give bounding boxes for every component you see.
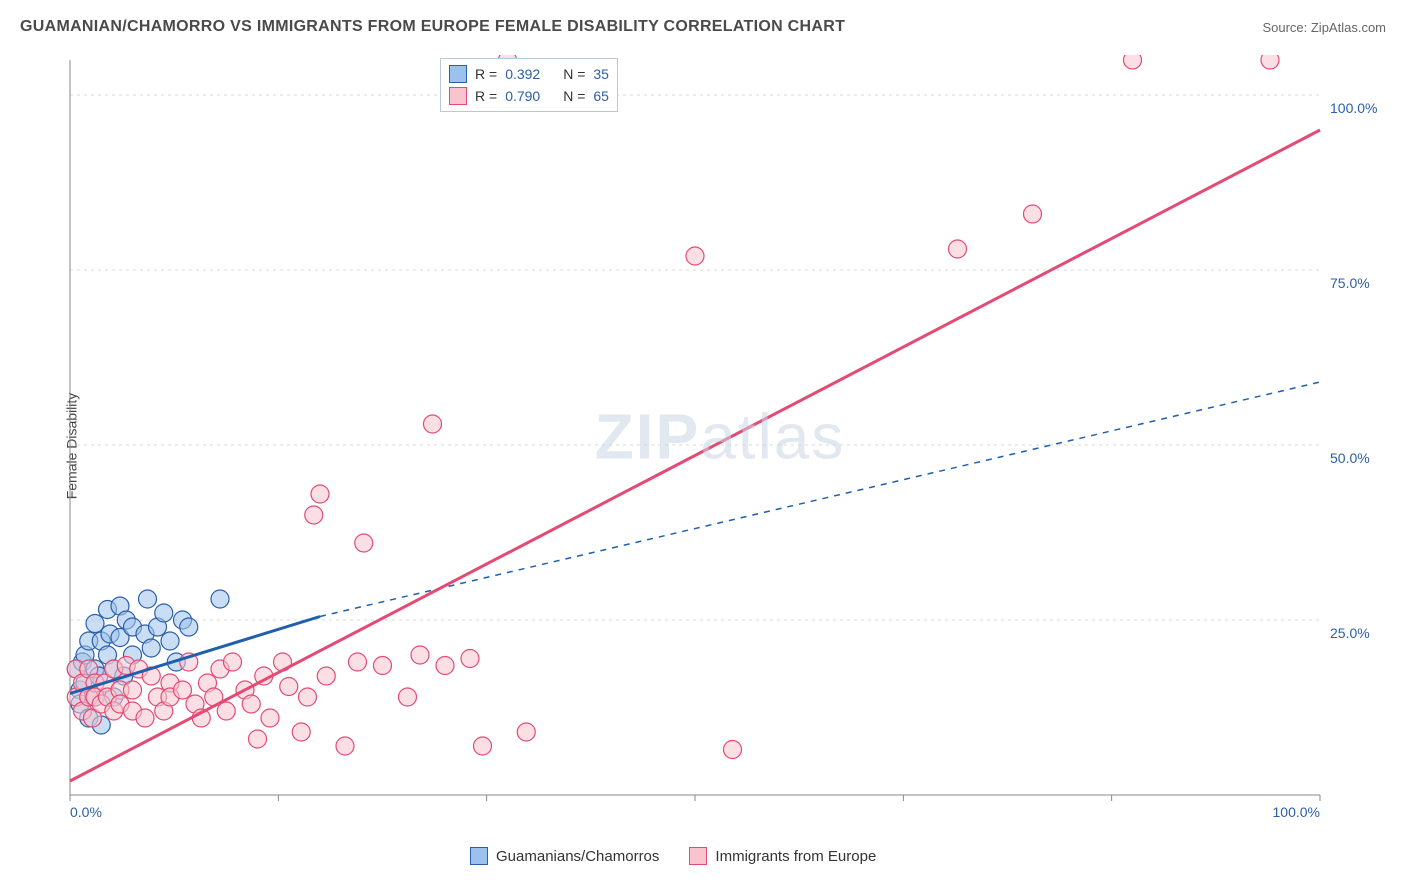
- svg-text:75.0%: 75.0%: [1330, 275, 1370, 291]
- legend-swatch: [689, 847, 707, 865]
- legend-swatch: [470, 847, 488, 865]
- chart-svg: 25.0% 50.0% 75.0% 100.0% 0.0% 100.0%: [60, 55, 1380, 825]
- legend-n-label: N =: [563, 66, 585, 82]
- svg-text:50.0%: 50.0%: [1330, 450, 1370, 466]
- plot-area: 25.0%50.0%75.0%100.0%0.0%100.0% ZIPatlas: [60, 55, 1380, 825]
- series-name: Immigrants from Europe: [715, 848, 876, 865]
- legend-r-value: 0.392: [505, 66, 555, 82]
- svg-text:25.0%: 25.0%: [1330, 625, 1370, 641]
- header-bar: GUAMANIAN/CHAMORRO VS IMMIGRANTS FROM EU…: [20, 18, 1386, 48]
- legend-swatch: [449, 65, 467, 83]
- legend-r-label: R =: [475, 66, 497, 82]
- legend-row: R = 0.790 N = 65: [449, 85, 609, 107]
- legend-n-value: 65: [593, 88, 609, 104]
- source-label: Source: ZipAtlas.com: [1262, 20, 1386, 35]
- series-legend-item: Guamanians/Chamorros: [470, 847, 659, 865]
- chart-title: GUAMANIAN/CHAMORRO VS IMMIGRANTS FROM EU…: [20, 18, 845, 35]
- legend-r-label: R =: [475, 88, 497, 104]
- legend-swatch: [449, 87, 467, 105]
- series-name: Guamanians/Chamorros: [496, 848, 659, 865]
- svg-text:100.0%: 100.0%: [1273, 804, 1320, 820]
- legend-row: R = 0.392 N = 35: [449, 63, 609, 85]
- legend-r-value: 0.790: [505, 88, 555, 104]
- series-legend-item: Immigrants from Europe: [689, 847, 876, 865]
- legend-n-label: N =: [563, 88, 585, 104]
- legend-n-value: 35: [593, 66, 609, 82]
- svg-text:0.0%: 0.0%: [70, 804, 102, 820]
- series-legend: Guamanians/Chamorros Immigrants from Euro…: [470, 847, 876, 865]
- correlation-legend: R = 0.392 N = 35 R = 0.790 N = 65: [440, 58, 618, 112]
- svg-text:100.0%: 100.0%: [1330, 100, 1377, 116]
